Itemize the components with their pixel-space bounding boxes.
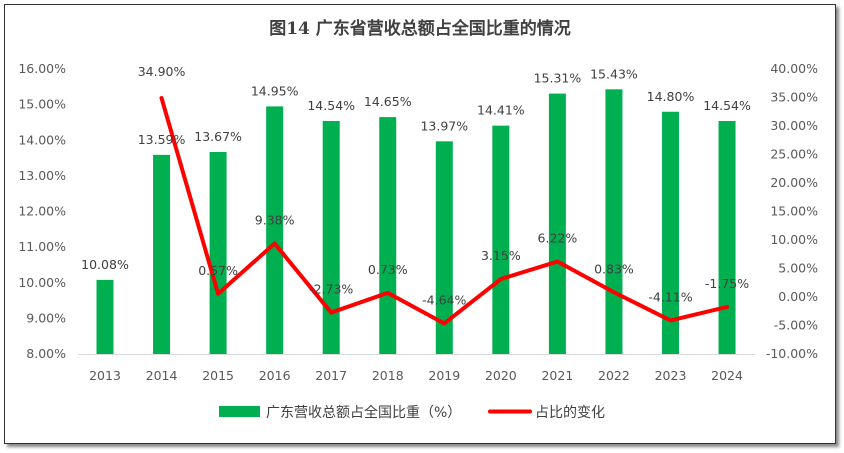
bar (209, 152, 227, 354)
line-data-label: -4.64% (422, 292, 466, 307)
bar (96, 279, 114, 354)
left-tick-label: 15.00% (18, 97, 66, 112)
x-tick-label: 2017 (315, 368, 347, 383)
left-tick-label: 9.00% (26, 310, 66, 325)
legend-bar-swatch (219, 406, 260, 417)
chart-title: 图14 广东省营收总额占全国比重的情况 (269, 18, 571, 39)
bar-data-label: 14.65% (364, 94, 412, 109)
bar (662, 111, 679, 354)
bar-data-label: 10.08% (81, 257, 129, 272)
legend-bar-label: 广东营收总额占全国比重（%） (266, 404, 461, 421)
line-data-label: 0.73% (368, 262, 408, 277)
bar-data-label: 14.54% (307, 98, 355, 113)
right-tick-label: 5.00% (778, 261, 818, 276)
bar (605, 89, 623, 355)
line-data-label: 9.38% (255, 213, 295, 228)
bar (718, 121, 736, 354)
line-data-label: 3.15% (481, 248, 521, 263)
bar (266, 106, 284, 354)
bar (548, 93, 566, 355)
left-tick-label: 16.00% (18, 61, 66, 76)
left-tick-label: 11.00% (18, 239, 66, 254)
right-tick-label: 15.00% (770, 204, 818, 219)
left-tick-label: 12.00% (18, 204, 66, 219)
line-data-label: 6.22% (538, 231, 578, 246)
bar-data-label: 15.43% (590, 66, 638, 81)
right-tick-label: 40.00% (770, 61, 818, 76)
right-tick-label: -10.00% (766, 346, 818, 361)
x-tick-label: 2021 (541, 368, 573, 383)
x-tick-label: 2023 (655, 368, 687, 383)
line-data-label: -1.75% (705, 276, 749, 291)
left-tick-label: 13.00% (18, 168, 66, 183)
bar-data-label: 14.41% (477, 103, 525, 118)
bar-data-label: 14.80% (647, 89, 695, 104)
left-tick-label: 10.00% (18, 275, 66, 290)
right-tick-label: 35.00% (770, 90, 818, 105)
line-data-label: 0.83% (594, 261, 634, 276)
bar (322, 121, 340, 354)
left-tick-label: 14.00% (18, 132, 66, 147)
chart-frame (4, 4, 836, 444)
right-tick-label: 20.00% (770, 175, 818, 190)
line-data-label: -2.73% (309, 282, 353, 297)
bar (379, 117, 397, 354)
bar-data-label: 15.31% (534, 71, 582, 86)
x-tick-label: 2013 (89, 368, 121, 383)
x-tick-label: 2018 (372, 368, 404, 383)
x-tick-label: 2024 (711, 368, 743, 383)
x-tick-label: 2014 (146, 368, 178, 383)
bar-data-label: 14.54% (703, 98, 751, 113)
x-tick-label: 2020 (485, 368, 517, 383)
bar-data-label: 13.97% (420, 118, 468, 133)
left-tick-label: 8.00% (26, 346, 66, 361)
right-tick-label: 0.00% (778, 289, 818, 304)
legend-line-label: 占比的变化 (535, 405, 605, 421)
line-data-label: 0.57% (198, 263, 238, 278)
bar-data-label: 14.95% (251, 83, 299, 98)
x-tick-label: 2019 (428, 368, 460, 383)
x-tick-label: 2022 (598, 368, 630, 383)
right-tick-label: 30.00% (770, 118, 818, 133)
bar (153, 154, 171, 354)
x-tick-label: 2015 (202, 368, 234, 383)
bar (492, 125, 510, 354)
bar-data-label: 13.59% (138, 132, 186, 147)
line-data-label: 34.90% (138, 64, 186, 79)
right-tick-label: -5.00% (774, 318, 818, 333)
line-data-label: -4.11% (648, 289, 692, 304)
right-tick-label: 10.00% (770, 232, 818, 247)
right-tick-label: 25.00% (770, 147, 818, 162)
bar (435, 141, 453, 354)
x-tick-label: 2016 (259, 368, 291, 383)
bar-data-label: 13.67% (194, 129, 242, 144)
